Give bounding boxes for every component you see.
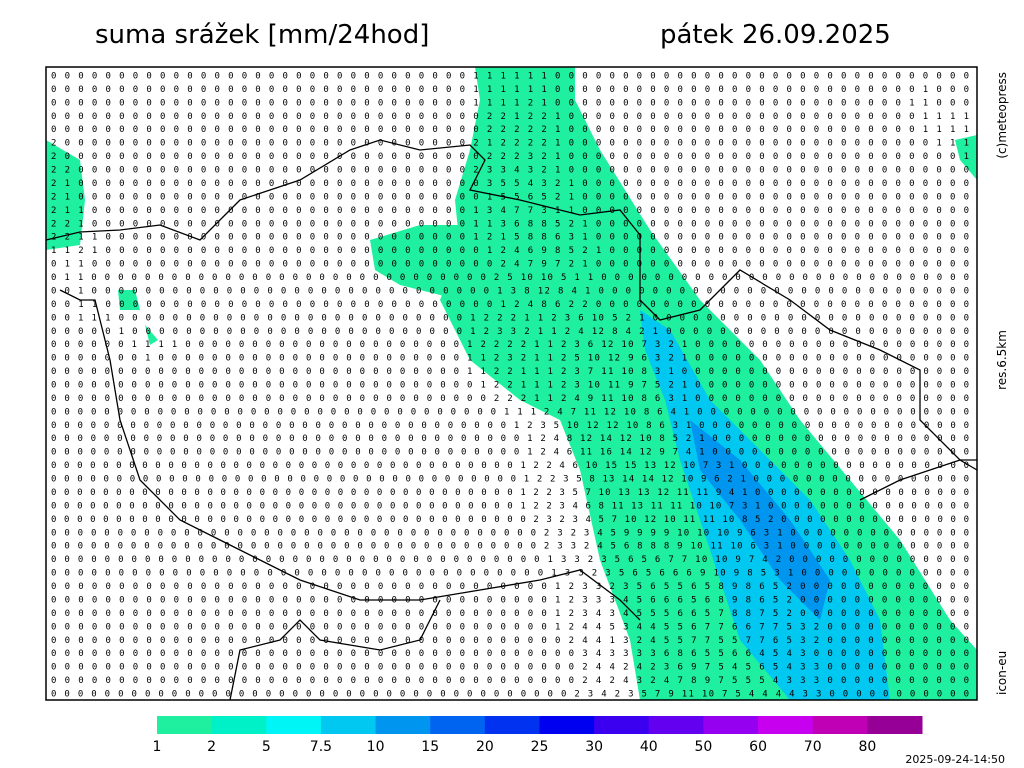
colorbar: 1 2 5 7.5 10 15 20 25 30 40 50 60 70 80 xyxy=(153,716,923,755)
value-row: 0 0 0 0 0 0 1 1 1 1 0 0 0 0 0 0 0 0 0 0 … xyxy=(51,340,969,350)
value-row: 0 0 0 0 0 0 0 0 0 0 0 0 0 0 0 0 0 0 0 0 … xyxy=(51,98,969,108)
value-row: 0 0 0 0 0 0 0 0 0 0 0 0 0 0 0 0 0 0 0 0 … xyxy=(51,676,969,686)
model: icon-eu xyxy=(995,651,1009,695)
precip-shading xyxy=(46,67,977,700)
value-row: 0 0 0 0 0 0 0 0 0 0 0 0 0 0 0 0 0 0 0 0 … xyxy=(51,367,969,377)
value-row: 2 2 1 0 0 0 0 0 0 0 0 0 0 0 0 0 0 0 0 0 … xyxy=(51,219,969,229)
legend-label: 40 xyxy=(640,739,658,755)
value-row: 2 1 0 0 0 0 0 0 0 0 0 0 0 0 0 0 0 0 0 0 … xyxy=(51,179,969,189)
color-swatch xyxy=(375,716,431,734)
color-swatch xyxy=(648,716,704,734)
value-row: 0 0 0 0 0 0 0 0 0 0 0 0 0 0 0 0 0 0 0 0 … xyxy=(51,461,969,471)
value-row: 0 0 0 0 0 0 0 0 0 0 0 0 0 0 0 0 0 0 0 0 … xyxy=(51,555,969,565)
value-row: 0 0 1 0 0 0 0 0 0 0 0 0 0 0 0 0 0 0 0 0 … xyxy=(51,286,969,296)
value-row: 0 0 0 0 0 0 0 0 0 0 0 0 0 0 0 0 0 0 0 0 … xyxy=(51,407,969,417)
value-row: 0 0 0 0 0 0 0 0 0 0 0 0 0 0 0 0 0 0 0 0 … xyxy=(51,569,969,579)
value-row: 0 0 0 0 0 0 0 0 0 0 0 0 0 0 0 0 0 0 0 0 … xyxy=(51,636,969,646)
legend-label: 60 xyxy=(749,739,767,755)
coastline xyxy=(45,139,978,701)
timestamp: 2025-09-24-14:50 xyxy=(905,753,1005,766)
value-row: 0 0 0 0 0 0 0 0 0 0 0 0 0 0 0 0 0 0 0 0 … xyxy=(51,528,969,538)
value-row: 0 0 0 0 0 0 0 0 0 0 0 0 0 0 0 0 0 0 0 0 … xyxy=(51,72,969,82)
copyright: (c)meteopress xyxy=(995,72,1009,159)
value-row: 0 0 0 0 0 0 0 0 0 0 0 0 0 0 0 0 0 0 0 0 … xyxy=(51,448,969,458)
color-swatch xyxy=(320,716,377,734)
legend-label: 5 xyxy=(262,739,271,755)
gap xyxy=(470,370,540,470)
shade-1 xyxy=(440,67,977,700)
legend-label: 15 xyxy=(421,739,439,755)
value-row: 0 0 0 0 0 0 0 0 0 0 0 0 0 0 0 0 0 0 0 0 … xyxy=(51,112,969,122)
color-swatch xyxy=(430,716,486,734)
value-row: 0 0 0 0 0 1 0 0 0 0 0 0 0 0 0 0 0 0 0 0 … xyxy=(51,327,969,337)
legend-label: 80 xyxy=(858,739,876,755)
value-row: 2 1 0 0 0 0 0 0 0 0 0 0 0 0 0 0 0 0 0 0 … xyxy=(51,192,969,202)
value-row: 0 0 0 0 0 0 0 0 0 0 0 0 0 0 0 0 0 0 0 0 … xyxy=(51,595,969,605)
value-row: 0 0 0 0 0 0 0 0 0 0 0 0 0 0 0 0 0 0 0 0 … xyxy=(51,501,969,511)
date: pátek 26.09.2025 xyxy=(660,20,891,50)
value-row: 0 1 1 0 0 0 0 0 0 0 0 0 0 0 0 0 0 0 0 0 … xyxy=(51,273,969,283)
legend-label: 20 xyxy=(476,739,494,755)
value-row: 0 0 0 0 0 0 0 0 0 0 0 0 0 0 0 0 0 0 0 0 … xyxy=(51,434,969,444)
value-row: 2 2 0 0 0 0 0 0 0 0 0 0 0 0 0 0 0 0 0 0 … xyxy=(51,166,969,176)
color-swatch xyxy=(484,716,540,734)
value-row: 0 0 0 0 0 0 0 0 0 0 0 0 0 0 0 0 0 0 0 0 … xyxy=(51,663,969,673)
value-row: 0 0 0 0 0 0 0 0 0 0 0 0 0 0 0 0 0 0 0 0 … xyxy=(51,488,969,498)
value-row: 0 0 1 1 1 0 0 0 0 0 0 0 0 0 0 0 0 0 0 0 … xyxy=(51,313,969,323)
title: suma srážek [mm/24hod] xyxy=(95,20,429,50)
value-row: 0 0 0 0 0 0 0 0 0 0 0 0 0 0 0 0 0 0 0 0 … xyxy=(51,125,969,135)
value-row: 2 0 0 0 0 0 0 0 0 0 0 0 0 0 0 0 0 0 0 0 … xyxy=(51,139,969,149)
value-row: 0 0 0 0 0 0 0 1 0 0 0 0 0 0 0 0 0 0 0 0 … xyxy=(51,354,969,364)
shade-1 xyxy=(46,140,85,250)
legend-label: 2 xyxy=(207,739,216,755)
value-row: 0 0 0 0 0 0 0 0 0 0 0 0 0 0 0 0 0 0 0 0 … xyxy=(51,649,969,659)
color-swatch xyxy=(211,716,267,734)
value-row: 0 0 0 0 0 0 0 0 0 0 0 0 0 0 0 0 0 0 0 0 … xyxy=(51,690,969,700)
value-row: 2 0 0 0 0 0 0 0 0 0 0 0 0 0 0 0 0 0 0 0 … xyxy=(51,152,969,162)
value-grid: 0 0 0 0 0 0 0 0 0 0 0 0 0 0 0 0 0 0 0 0 … xyxy=(51,72,969,700)
color-swatch xyxy=(867,716,923,734)
value-row: 0 0 0 0 0 0 0 0 0 0 0 0 0 0 0 0 0 0 0 0 … xyxy=(51,421,969,431)
color-swatch xyxy=(539,716,595,734)
shade-1 xyxy=(370,225,480,300)
value-row: 0 0 0 0 0 0 0 0 0 0 0 0 0 0 0 0 0 0 0 0 … xyxy=(51,394,969,404)
map-frame xyxy=(45,66,978,701)
color-swatch xyxy=(266,716,322,734)
value-row: 2 1 1 0 0 0 0 0 0 0 0 0 0 0 0 0 0 0 0 0 … xyxy=(51,206,969,216)
color-swatch xyxy=(758,716,814,734)
color-swatch xyxy=(157,716,213,734)
resolution: res.6.5km xyxy=(995,330,1009,390)
value-row: 0 0 0 0 0 0 0 0 0 0 0 0 0 0 0 0 0 0 0 0 … xyxy=(51,582,969,592)
color-swatch xyxy=(812,716,868,734)
value-row: 0 0 0 0 0 0 0 0 0 0 0 0 0 0 0 0 0 0 0 0 … xyxy=(51,381,969,391)
legend-label: 10 xyxy=(367,739,385,755)
legend-label: 1 xyxy=(153,739,162,755)
value-row: 0 0 0 0 0 0 0 0 0 0 0 0 0 0 0 0 0 0 0 0 … xyxy=(51,515,969,525)
color-swatch xyxy=(594,716,650,734)
legend-label: 70 xyxy=(804,739,822,755)
value-row: 0 0 0 0 0 0 0 0 0 0 0 0 0 0 0 0 0 0 0 0 … xyxy=(51,609,969,619)
value-row: 0 1 1 0 0 0 0 0 0 0 0 0 0 0 0 0 0 0 0 0 … xyxy=(51,260,969,270)
legend-label: 30 xyxy=(585,739,603,755)
legend-label: 25 xyxy=(531,739,549,755)
value-row: 0 0 0 0 0 0 0 0 0 0 0 0 0 0 0 0 0 0 0 0 … xyxy=(51,542,969,552)
value-row: 0 0 1 1 0 0 0 0 0 0 0 0 0 0 0 0 0 0 0 0 … xyxy=(51,300,969,310)
shade-3 xyxy=(690,420,830,620)
value-row: 1 1 2 1 0 0 0 0 0 0 0 0 0 0 0 0 0 0 0 0 … xyxy=(51,246,969,256)
color-swatch xyxy=(703,716,759,734)
value-row: 0 0 0 0 0 0 0 0 0 0 0 0 0 0 0 0 0 0 0 0 … xyxy=(51,85,969,95)
legend-label: 7.5 xyxy=(310,739,332,755)
value-row: 2 2 1 1 0 0 0 0 0 0 0 0 0 0 0 0 0 0 0 0 … xyxy=(51,233,969,243)
legend-label: 50 xyxy=(695,739,713,755)
value-row: 0 0 0 0 0 0 0 0 0 0 0 0 0 0 0 0 0 0 0 0 … xyxy=(51,475,969,485)
value-row: 0 0 0 0 0 0 0 0 0 0 0 0 0 0 0 0 0 0 0 0 … xyxy=(51,622,969,632)
